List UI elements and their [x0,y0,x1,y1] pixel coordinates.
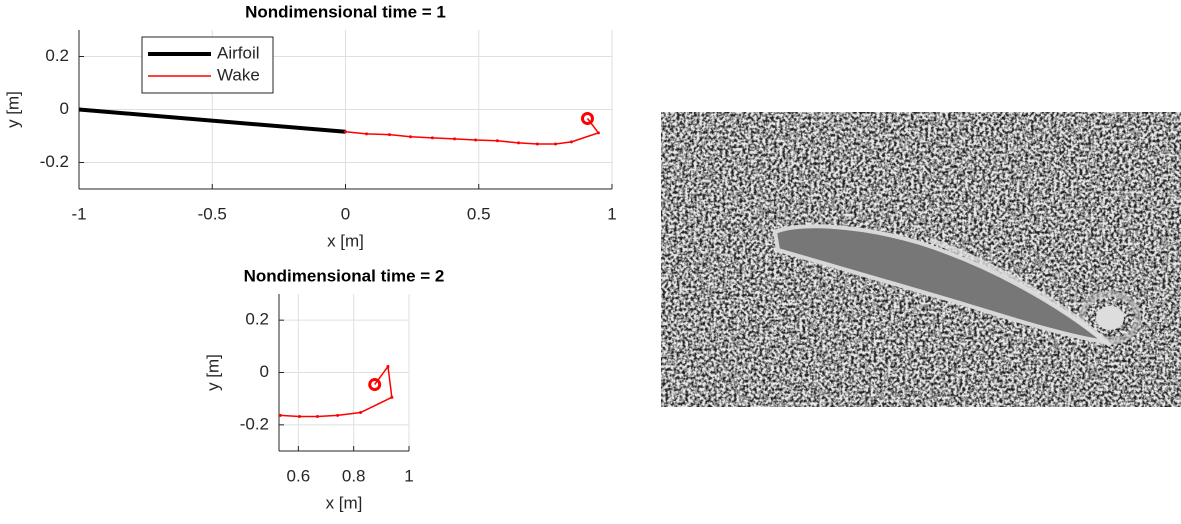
point [554,142,558,146]
y-axis-label: y [m] [203,354,222,391]
point [297,414,301,418]
x-tick-label: 0 [341,204,350,223]
point [387,133,391,137]
y-axis-label: y [m] [3,91,22,128]
legend-label: Airfoil [217,43,260,62]
point [409,135,413,139]
point [315,414,319,418]
point [344,130,347,134]
point [516,141,520,145]
x-tick-label: -1 [71,204,86,223]
point [495,139,499,143]
point [535,142,539,146]
y-tick-label: -0.2 [240,414,269,433]
y-tick-label: 0.2 [45,46,69,65]
x-tick-label: 1 [607,204,616,223]
point [596,131,600,135]
x-axis-label: x [m] [326,493,363,512]
x-tick-label: 1 [404,466,413,485]
x-axis-label: x [m] [327,231,364,250]
point [365,132,369,136]
x-tick-label: 0.6 [287,466,311,485]
x-tick-label: 0.8 [342,466,366,485]
point [569,140,573,144]
series-line [280,364,393,418]
x-tick-label: -0.5 [198,204,227,223]
point [336,413,340,417]
x-tick-label: 0.5 [467,204,491,223]
point [474,138,478,142]
photo [661,112,1181,407]
series-line [345,118,600,145]
y-tick-label: 0.2 [245,310,269,329]
legend-label: Wake [217,65,260,84]
point [452,137,456,141]
point [430,136,434,140]
point [386,364,390,368]
point [390,395,394,399]
end-marker [368,378,382,392]
chart-title: Nondimensional time = 1 [245,2,446,21]
y-tick-label: 0 [260,362,269,381]
y-tick-label: -0.2 [40,152,69,171]
point [359,411,363,415]
series-line [78,107,346,134]
point [278,413,282,417]
legend [141,36,274,94]
end-marker [580,112,594,126]
y-tick-label: 0 [60,99,69,118]
chart-title: Nondimensional time = 2 [244,266,445,285]
